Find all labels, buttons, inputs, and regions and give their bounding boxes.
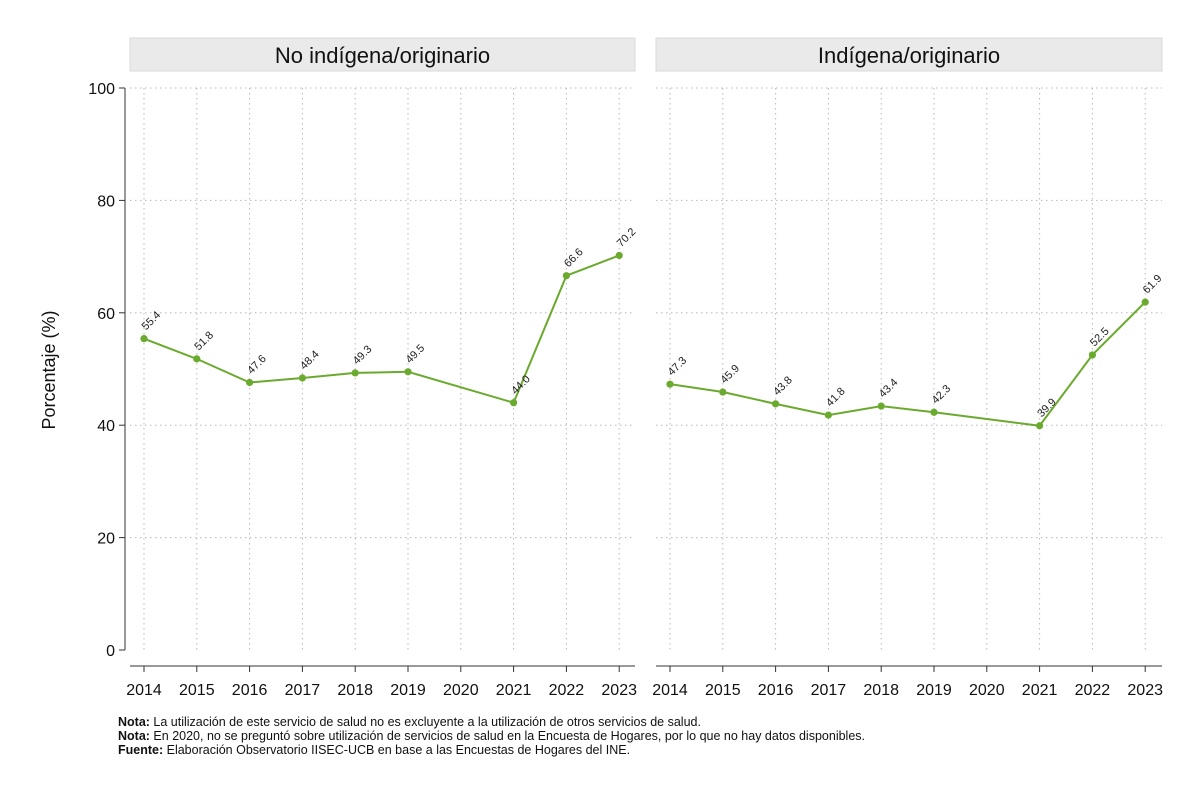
source-text: Elaboración Observatorio IISEC-UCB en ba… — [163, 743, 631, 757]
y-tick-label: 80 — [97, 193, 115, 210]
x-tick-label: 2021 — [1022, 682, 1058, 699]
data-label: 43.4 — [877, 377, 901, 401]
x-tick-label: 2017 — [811, 682, 847, 699]
data-label: 47.6 — [245, 353, 269, 377]
x-tick-label: 2022 — [549, 682, 585, 699]
data-label: 49.3 — [351, 343, 375, 367]
footnotes: Nota: La utilización de este servicio de… — [118, 715, 865, 757]
panel-title: No indígena/originario — [275, 43, 490, 68]
panel-title-strip — [655, 37, 1163, 72]
note-1-prefix: Nota: — [118, 715, 150, 729]
y-axis-label: Porcentaje (%) — [39, 310, 59, 429]
data-point — [140, 335, 148, 343]
y-tick-label: 20 — [97, 531, 115, 548]
panel-title-strip — [129, 37, 636, 72]
x-tick-label: 2014 — [652, 682, 688, 699]
data-point — [1141, 298, 1149, 306]
series-line — [143, 254, 620, 404]
x-tick-label: 2018 — [337, 682, 373, 699]
data-label: 39.9 — [1035, 396, 1059, 420]
note-2-prefix: Nota: — [118, 729, 150, 743]
y-tick-label: 100 — [88, 81, 115, 98]
x-tick-label: 2016 — [232, 682, 268, 699]
data-point — [404, 368, 412, 376]
x-tick-label: 2019 — [916, 682, 952, 699]
data-point — [509, 399, 518, 407]
data-point — [930, 408, 938, 416]
data-label: 42.3 — [930, 383, 954, 407]
data-label: 70.2 — [615, 226, 639, 250]
x-tick-label: 2018 — [863, 682, 899, 699]
x-tick-label: 2023 — [601, 682, 637, 699]
data-point — [351, 369, 359, 377]
data-point — [1088, 351, 1096, 359]
note-1-text: La utilización de este servicio de salud… — [149, 715, 701, 729]
data-label: 52.5 — [1088, 325, 1112, 349]
note-2: Nota: En 2020, no se preguntó sobre util… — [118, 729, 865, 743]
x-tick-label: 2015 — [179, 682, 215, 699]
data-label: 43.8 — [771, 374, 795, 398]
data-label: 51.8 — [192, 329, 216, 353]
data-point — [615, 251, 623, 260]
data-point — [1036, 422, 1044, 430]
data-label: 44.0 — [509, 373, 533, 397]
data-label: 48.4 — [298, 348, 322, 372]
panel-title: Indígena/originario — [818, 43, 1000, 68]
x-tick-label: 2019 — [390, 682, 426, 699]
data-label: 66.6 — [562, 246, 586, 270]
y-tick-label: 0 — [106, 643, 115, 660]
note-2-text: En 2020, no se preguntó sobre utilizació… — [149, 729, 865, 743]
x-tick-label: 2023 — [1127, 682, 1163, 699]
source-prefix: Fuente: — [118, 743, 164, 757]
data-point — [824, 411, 833, 419]
source-note: Fuente: Elaboración Observatorio IISEC-U… — [118, 743, 865, 757]
data-point — [298, 374, 306, 382]
x-tick-label: 2017 — [285, 682, 321, 699]
data-point — [246, 378, 254, 387]
data-label: 47.3 — [666, 355, 690, 379]
x-tick-label: 2020 — [969, 682, 1005, 699]
y-tick-label: 40 — [97, 418, 115, 435]
x-tick-label: 2022 — [1075, 682, 1111, 699]
data-point — [772, 400, 780, 408]
data-point — [719, 388, 727, 396]
data-point — [562, 272, 571, 280]
x-tick-label: 2016 — [758, 682, 794, 699]
data-label: 49.5 — [404, 342, 428, 366]
data-point — [193, 355, 201, 363]
y-tick-label: 60 — [97, 306, 115, 323]
note-1: Nota: La utilización de este servicio de… — [118, 715, 865, 729]
series-line — [669, 301, 1146, 427]
data-label: 45.9 — [718, 363, 742, 387]
x-tick-label: 2020 — [443, 682, 479, 699]
data-label: 61.9 — [1141, 273, 1165, 297]
x-tick-label: 2021 — [496, 682, 532, 699]
data-point — [666, 380, 674, 388]
data-point — [877, 402, 885, 410]
data-label: 41.8 — [824, 386, 848, 410]
x-tick-label: 2015 — [705, 682, 741, 699]
x-tick-label: 2014 — [126, 682, 162, 699]
data-label: 55.4 — [140, 309, 164, 333]
